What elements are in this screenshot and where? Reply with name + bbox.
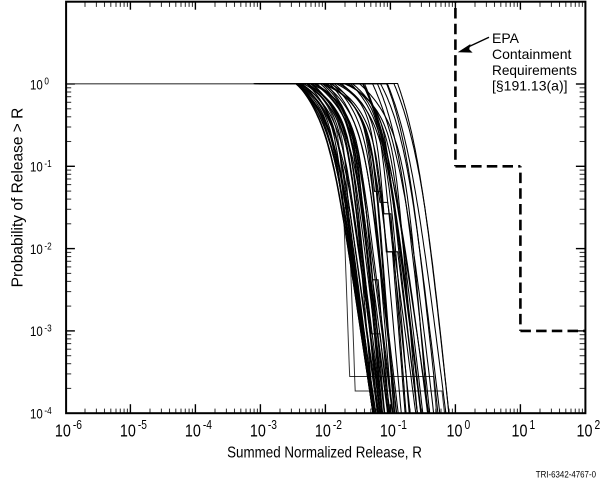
svg-text:Summed Normalized Release, R: Summed Normalized Release, R bbox=[227, 445, 422, 462]
svg-text:Containment: Containment bbox=[492, 46, 571, 62]
svg-text:TRI-6342-4767-0: TRI-6342-4767-0 bbox=[536, 469, 597, 480]
svg-text:[§191.13(a)]: [§191.13(a)] bbox=[492, 78, 568, 94]
svg-text:Requirements: Requirements bbox=[492, 62, 577, 78]
svg-text:Probability of Release > R: Probability of Release > R bbox=[10, 108, 27, 288]
svg-text:EPA: EPA bbox=[492, 30, 520, 46]
